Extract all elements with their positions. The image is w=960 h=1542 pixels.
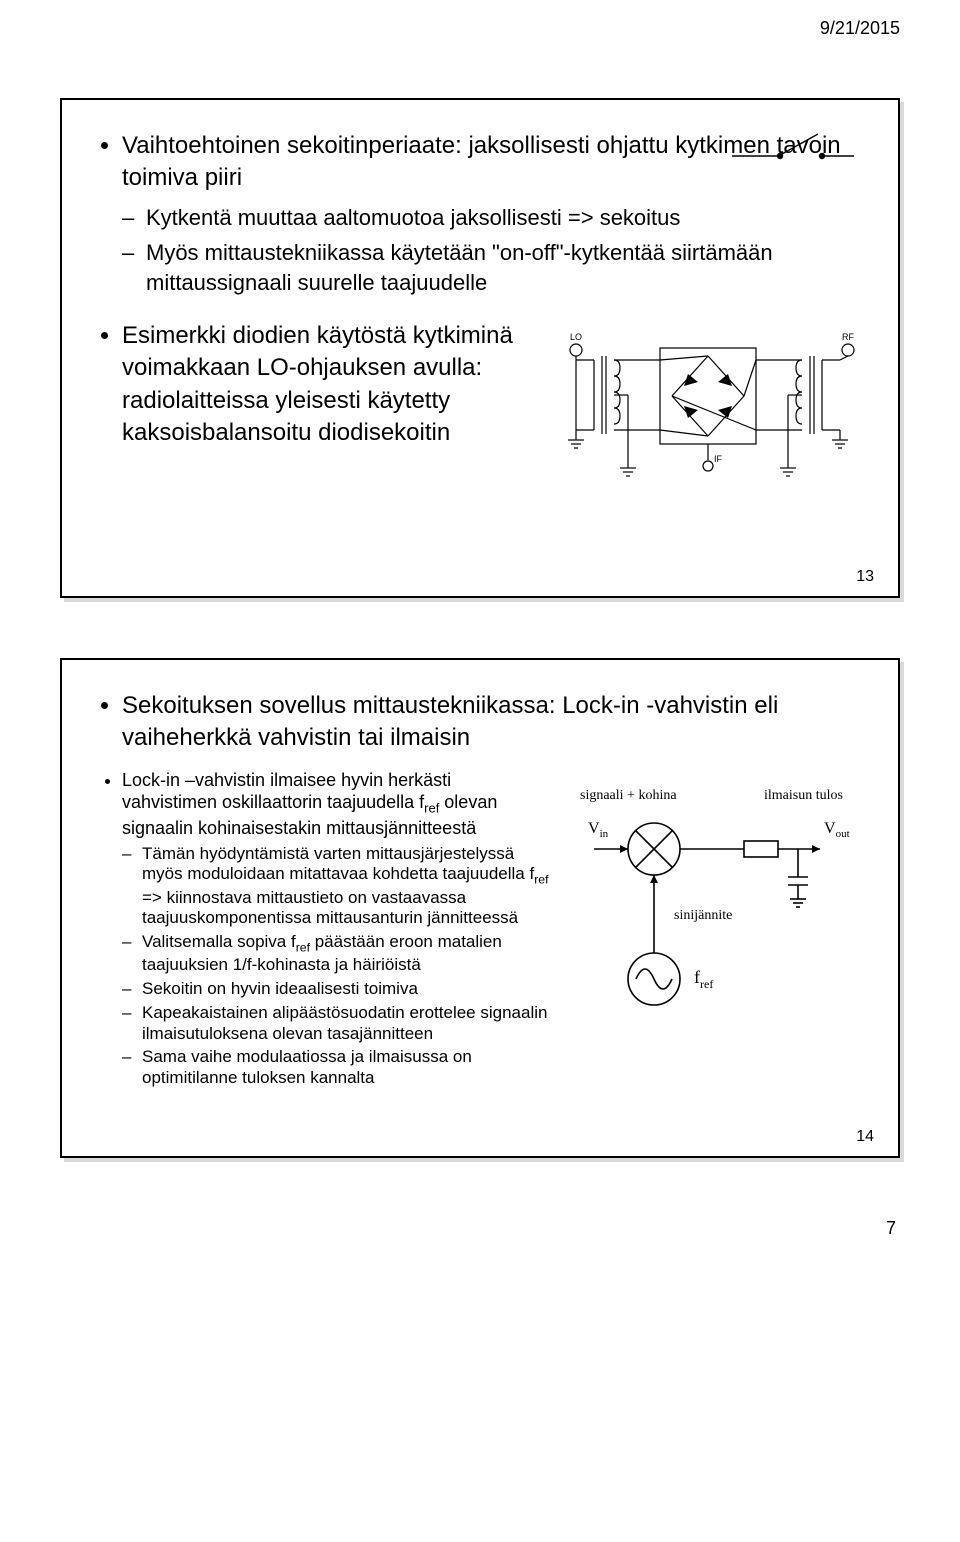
s2-sub2: Valitsemalla sopiva fref päästään eroon … (122, 932, 550, 976)
s2-s1b: => kiinnostava mittaustieto on vastaavas… (142, 888, 518, 928)
s1-b1-sub2: Myös mittaustekniikassa käytetään "on-of… (122, 238, 864, 297)
slide-1: Vaihtoehtoinen sekoitinperiaate: jaksoll… (60, 98, 900, 598)
lockin-vout: Vout (824, 820, 850, 840)
lockin-top-right: ilmaisun tulos (764, 788, 843, 803)
mixer-if-label: IF (714, 454, 723, 464)
mixer-lo-label: LO (570, 332, 582, 342)
lockin-vin: Vin (588, 820, 609, 840)
s1-b1-sub1: Kytkentä muuttaa aaltomuotoa jaksollises… (122, 203, 864, 233)
mixer-rf-label: RF (842, 332, 854, 342)
slide2-pagenum: 14 (856, 1128, 874, 1146)
s2-sub3: Sekoitin on hyvin ideaalisesti toimiva (122, 979, 550, 1000)
date-stamp: 9/21/2015 (820, 18, 900, 39)
switch-diagram (728, 116, 858, 172)
s2-s1a: Tämän hyödyntämistä varten mittausjärjes… (142, 844, 534, 884)
lockin-top-left: signaali + kohina (580, 788, 677, 803)
lockin-fref: fref (694, 967, 713, 991)
slide1-pagenum: 13 (856, 568, 874, 586)
lockin-diagram: signaali + kohina ilmaisun tulos Vin Vou… (574, 769, 864, 1059)
footer-page-number: 7 (60, 1218, 900, 1239)
s2-lead: Lock-in –vahvistin ilmaisee hyvin herkäs… (122, 769, 550, 1089)
s1-bullet-2: Esimerkki diodien käytöstä kytkiminä voi… (122, 320, 540, 450)
lockin-sine-label: sinijännite (674, 908, 732, 923)
mixer-diagram: LO IF RF (564, 320, 864, 500)
s2-sub1: Tämän hyödyntämistä varten mittausjärjes… (122, 844, 550, 930)
s2-title: Sekoituksen sovellus mittaustekniikassa:… (122, 690, 864, 755)
slide-2: Sekoituksen sovellus mittaustekniikassa:… (60, 658, 900, 1158)
s2-sub4: Kapeakaistainen alipäästösuodatin erotte… (122, 1003, 550, 1044)
s2-lead-a: Lock-in –vahvistin ilmaisee hyvin herkäs… (122, 770, 451, 813)
s2-sub5: Sama vaihe modulaatiossa ja ilmaisussa o… (122, 1047, 550, 1088)
s2-s2a: Valitsemalla sopiva f (142, 932, 296, 951)
